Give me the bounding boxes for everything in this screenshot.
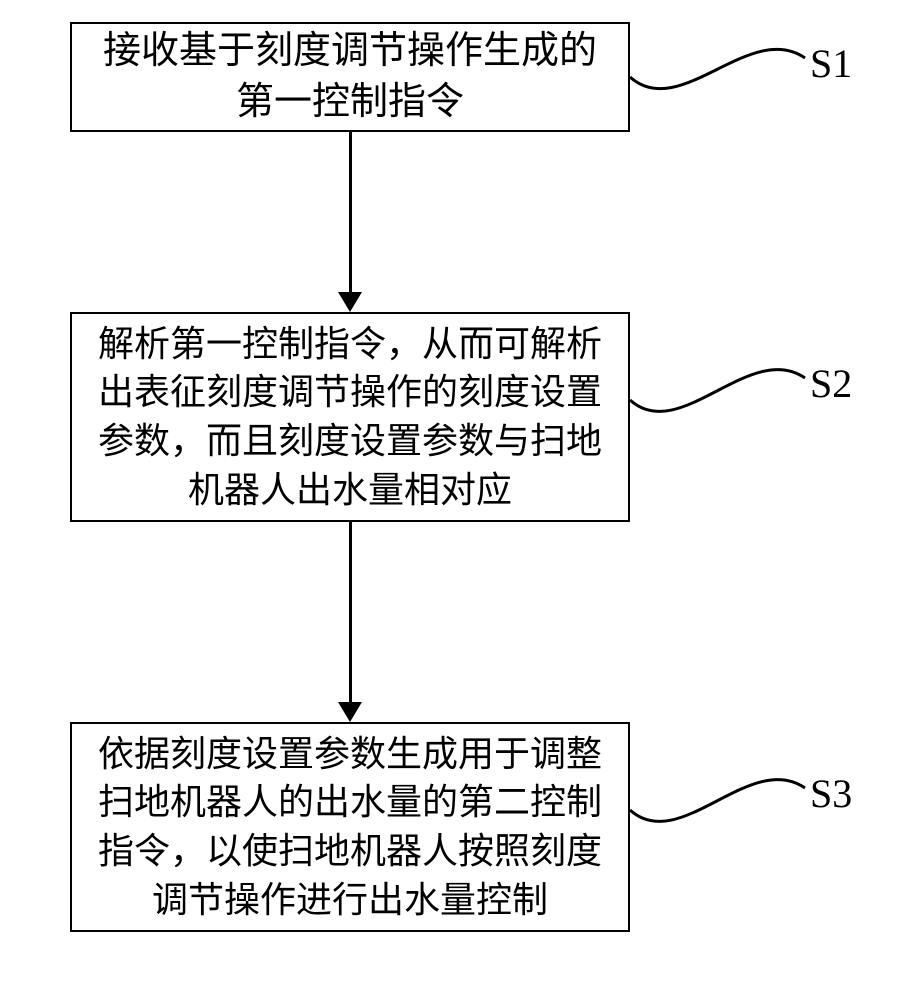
label-s3: S3 [810,770,852,817]
label-s2: S2 [810,360,852,407]
label-s1: S1 [810,40,852,87]
curve-s3 [0,0,902,1000]
flowchart-canvas: 接收基于刻度调节操作生成的 第一控制指令 解析第一控制指令，从而可解析 出表征刻… [0,0,902,1000]
